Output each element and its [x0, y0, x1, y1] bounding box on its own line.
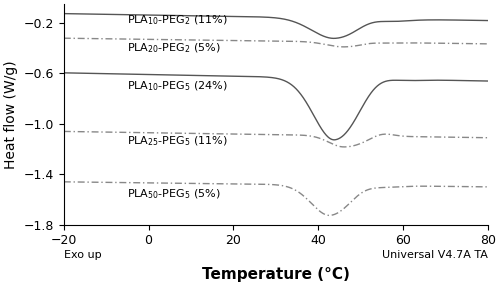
Text: PLA$_{10}$-PEG$_2$ (11%): PLA$_{10}$-PEG$_2$ (11%): [128, 13, 228, 27]
X-axis label: Temperature (°C): Temperature (°C): [202, 267, 350, 282]
Text: PLA$_{10}$-PEG$_5$ (24%): PLA$_{10}$-PEG$_5$ (24%): [128, 79, 228, 93]
Text: PLA$_{25}$-PEG$_5$ (11%): PLA$_{25}$-PEG$_5$ (11%): [128, 135, 228, 148]
Text: PLA$_{20}$-PEG$_2$ (5%): PLA$_{20}$-PEG$_2$ (5%): [128, 41, 221, 55]
Text: Universal V4.7A TA: Universal V4.7A TA: [382, 251, 488, 261]
Text: PLA$_{50}$-PEG$_5$ (5%): PLA$_{50}$-PEG$_5$ (5%): [128, 188, 221, 201]
Y-axis label: Heat flow (W/g): Heat flow (W/g): [4, 60, 18, 169]
Text: Exo up: Exo up: [64, 251, 102, 261]
